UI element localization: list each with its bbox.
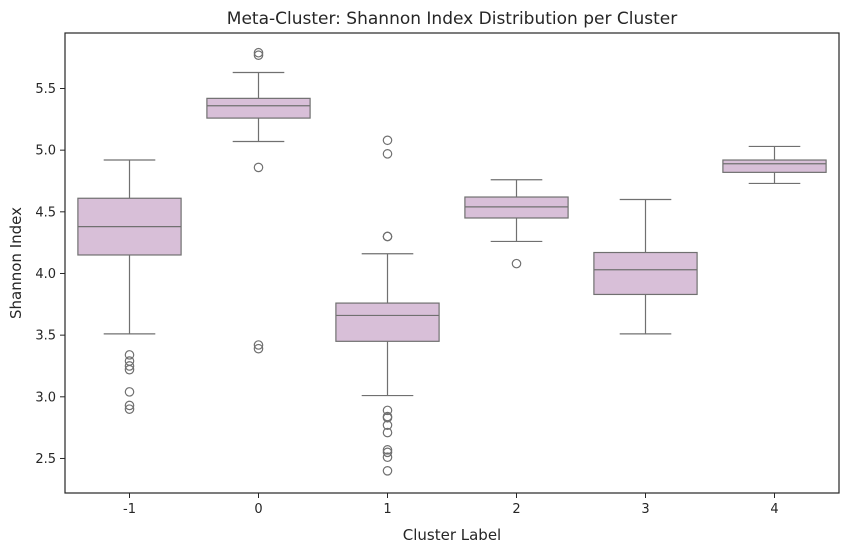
x-tick-label: 2 [512, 502, 520, 517]
x-tick-label: 3 [641, 502, 649, 517]
x-axis-label: Cluster Label [403, 526, 501, 544]
outlier-point [382, 405, 393, 416]
outlier-point [253, 162, 264, 173]
box-iqr [335, 302, 440, 342]
outlier-point [124, 350, 135, 360]
outlier-point [382, 452, 393, 463]
plot-frame [64, 32, 840, 494]
y-tick-label: 3.0 [35, 390, 56, 405]
box-iqr [722, 159, 827, 173]
outlier-point [382, 412, 393, 423]
y-tick-label: 4.5 [35, 205, 56, 220]
outlier-point [382, 427, 393, 438]
outlier-point [253, 340, 264, 350]
y-axis-label: Shannon Index [7, 207, 25, 319]
outlier-point [124, 404, 135, 414]
outlier-point [382, 420, 393, 430]
outlier-point [511, 258, 522, 269]
box-iqr [206, 97, 311, 119]
outlier-point [382, 445, 393, 455]
outlier-point [382, 135, 393, 146]
outlier-point [382, 149, 393, 159]
y-tick-label: 5.0 [35, 144, 56, 159]
box-iqr [593, 251, 698, 296]
plot-area: 2.5 3.0 3.5 4.0 4.5 5.0 5.5 -1 0 1 2 3 4 [35, 47, 827, 517]
y-tick-label: 3.5 [35, 329, 56, 344]
x-tick-label: 0 [254, 502, 262, 517]
outlier-point [124, 387, 135, 397]
outlier-point [124, 356, 135, 366]
outlier-point [253, 343, 264, 354]
outlier-point [124, 364, 135, 375]
chart-title: Meta-Cluster: Shannon Index Distribution… [227, 9, 677, 29]
x-tick-label: -1 [123, 502, 136, 517]
y-tick-label: 4.0 [35, 267, 56, 282]
x-tick-label: 4 [770, 502, 778, 517]
outlier-point [382, 466, 393, 476]
outlier-point [382, 231, 393, 242]
x-tick-label: 1 [383, 502, 391, 517]
y-tick-label: 2.5 [35, 452, 56, 467]
outlier-point [124, 400, 135, 411]
box-iqr [464, 196, 569, 219]
outlier-point [382, 447, 393, 458]
outlier-point [124, 361, 135, 371]
outlier-point [253, 47, 264, 58]
outlier-point [253, 50, 264, 60]
y-tick-label: 5.5 [35, 82, 56, 97]
